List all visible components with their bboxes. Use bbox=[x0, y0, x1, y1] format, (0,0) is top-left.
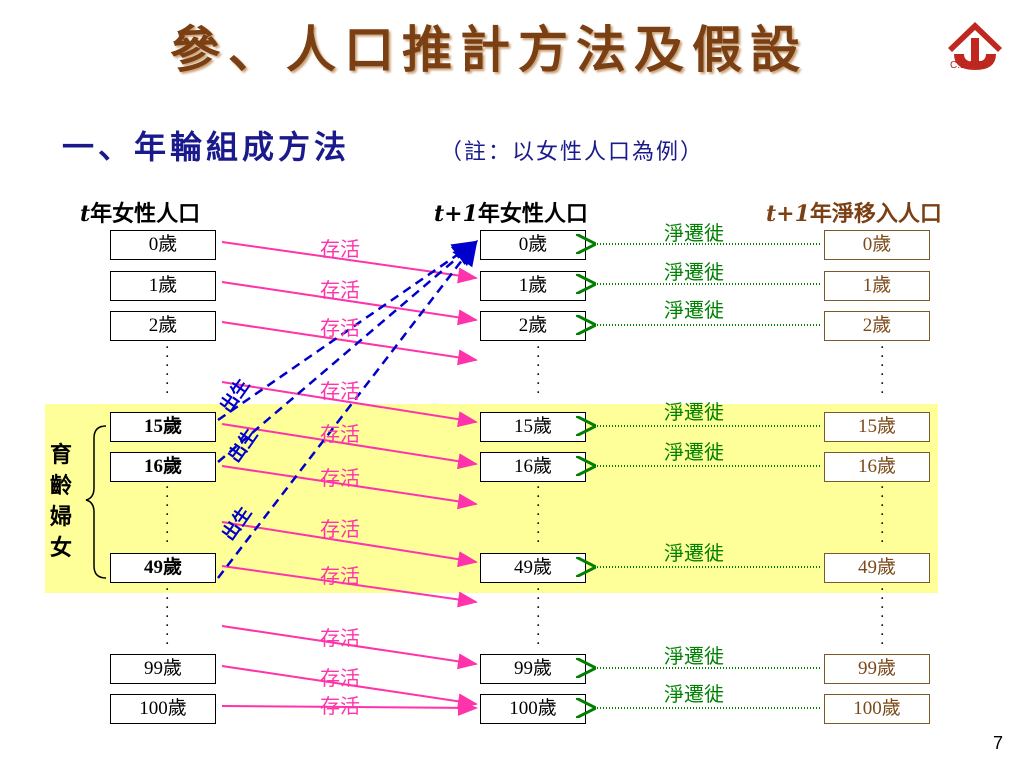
survive-arrow bbox=[221, 521, 478, 568]
header-text-t1: 年女性人口 bbox=[477, 201, 588, 227]
survive-label: 存活 bbox=[320, 694, 360, 718]
header-var-t: t bbox=[80, 201, 91, 227]
left-age-box-1: 1歲 bbox=[110, 271, 216, 301]
right-age-box-16: 16歲 bbox=[824, 452, 930, 482]
survive-label: 存活 bbox=[320, 422, 360, 446]
mid-age-box-2: 2歲 bbox=[480, 311, 586, 341]
left-age-box-0: 0歲 bbox=[110, 230, 216, 260]
survive-arrow bbox=[221, 423, 478, 470]
survive-arrow bbox=[221, 565, 478, 608]
right-age-box-1: 1歲 bbox=[824, 271, 930, 301]
left-age-box-99: 99歲 bbox=[110, 654, 216, 684]
birth-arrow bbox=[217, 240, 478, 579]
survive-arrow bbox=[221, 321, 478, 366]
right-age-box-49: 49歲 bbox=[824, 553, 930, 583]
survive-arrow bbox=[221, 465, 478, 510]
mid-age-box-49: 49歲 bbox=[480, 553, 586, 583]
survive-arrow bbox=[221, 665, 478, 710]
ellipsis-dots: · · · · · · bbox=[165, 340, 170, 401]
survive-label: 存活 bbox=[320, 237, 360, 261]
survive-arrow bbox=[221, 699, 478, 716]
header-text-mig: 年淨移入人口 bbox=[809, 201, 942, 227]
logo-text: C.E.P.D. bbox=[950, 60, 988, 71]
survive-arrow bbox=[221, 381, 478, 428]
survive-arrow bbox=[221, 625, 478, 670]
mid-age-box-99: 99歲 bbox=[480, 654, 586, 684]
header-var-mig: t+1 bbox=[766, 201, 810, 227]
ellipsis-dots: · · · · · · · bbox=[880, 582, 885, 652]
brace-icon bbox=[85, 425, 107, 579]
survive-label: 存活 bbox=[320, 316, 360, 340]
birth-arrow bbox=[217, 240, 478, 463]
left-age-box-49: 49歲 bbox=[110, 553, 216, 583]
survive-arrow bbox=[221, 281, 478, 326]
page-title: 參、人口推計方法及假設 bbox=[170, 20, 808, 79]
left-age-box-16: 16歲 bbox=[110, 452, 216, 482]
subtitle-note: （註：以女性人口為例） bbox=[440, 140, 705, 165]
survive-label: 存活 bbox=[320, 278, 360, 302]
birth-arrow bbox=[217, 240, 479, 422]
ellipsis-dots: · · · · · · · bbox=[536, 480, 541, 550]
column-header-t1: t+1年女性人口 bbox=[434, 196, 588, 228]
column-header-t: t年女性人口 bbox=[80, 196, 200, 228]
right-age-box-15: 15歲 bbox=[824, 412, 930, 442]
migration-label: 淨遷徙 bbox=[664, 682, 724, 706]
mid-age-box-15: 15歲 bbox=[480, 412, 586, 442]
section-subtitle: 一、年輪組成方法 bbox=[62, 128, 351, 166]
ellipsis-dots: · · · · · · bbox=[880, 340, 885, 401]
migration-label: 淨遷徙 bbox=[664, 400, 724, 424]
right-age-box-2: 2歲 bbox=[824, 311, 930, 341]
migration-label: 淨遷徙 bbox=[664, 541, 724, 565]
page-number: 7 bbox=[993, 733, 1004, 753]
survive-label: 存活 bbox=[320, 666, 360, 690]
migration-label: 淨遷徙 bbox=[664, 260, 724, 284]
header-var-t1: t+1 bbox=[434, 201, 478, 227]
ellipsis-dots: · · · · · · · bbox=[536, 582, 541, 652]
survive-label: 存活 bbox=[320, 564, 360, 588]
left-age-box-100: 100歲 bbox=[110, 694, 216, 724]
header-text-t: 年女性人口 bbox=[90, 201, 201, 227]
migration-label: 淨遷徙 bbox=[664, 440, 724, 464]
survive-label: 存活 bbox=[320, 466, 360, 490]
cepd-logo-icon bbox=[940, 18, 1010, 80]
survive-label: 存活 bbox=[320, 517, 360, 541]
survive-label: 存活 bbox=[320, 379, 360, 403]
survive-label: 存活 bbox=[320, 626, 360, 650]
column-header-migration: t+1年淨移入人口 bbox=[766, 196, 942, 228]
left-age-box-15: 15歲 bbox=[110, 412, 216, 442]
right-age-box-99: 99歲 bbox=[824, 654, 930, 684]
migration-label: 淨遷徙 bbox=[664, 298, 724, 322]
migration-label: 淨遷徙 bbox=[664, 221, 724, 245]
mid-age-box-16: 16歲 bbox=[480, 452, 586, 482]
mid-age-box-100: 100歲 bbox=[480, 694, 586, 724]
mid-age-box-1: 1歲 bbox=[480, 271, 586, 301]
ellipsis-dots: · · · · · · bbox=[536, 340, 541, 401]
left-age-box-2: 2歲 bbox=[110, 311, 216, 341]
ellipsis-dots: · · · · · · · bbox=[165, 480, 170, 550]
right-age-box-100: 100歲 bbox=[824, 694, 930, 724]
ellipsis-dots: · · · · · · · bbox=[880, 480, 885, 550]
childbearing-women-label: 育齡婦女 bbox=[50, 442, 73, 561]
right-age-box-0: 0歲 bbox=[824, 230, 930, 260]
migration-label: 淨遷徙 bbox=[664, 644, 724, 668]
mid-age-box-0: 0歲 bbox=[480, 230, 586, 260]
ellipsis-dots: · · · · · · · bbox=[165, 582, 170, 652]
